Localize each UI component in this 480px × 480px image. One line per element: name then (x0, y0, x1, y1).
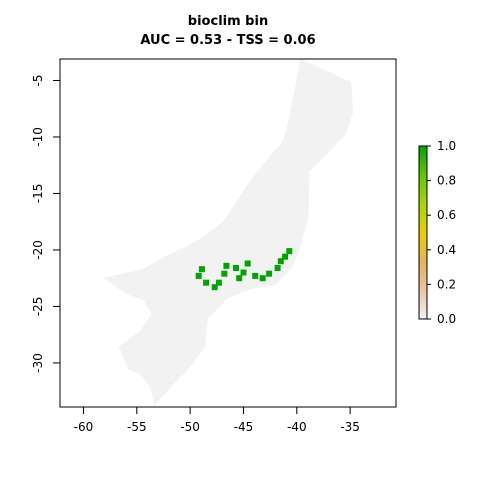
presence-cell (223, 263, 229, 269)
presence-cell (236, 275, 242, 281)
colorbar-tick-label: 0.6 (437, 208, 456, 222)
presence-cell (221, 271, 227, 277)
colorbar-tick-label: 1.0 (437, 139, 456, 153)
presence-cell (203, 280, 209, 286)
colorbar-tick-label: 0.0 (437, 312, 456, 326)
x-tick-label: -55 (127, 420, 147, 434)
y-tick-label: -20 (31, 240, 45, 260)
colorbar-tick-label: 0.2 (437, 277, 456, 291)
color-legend: 0.0 0.2 0.4 0.6 0.8 1.0 (419, 139, 456, 326)
x-tick-label: -60 (74, 420, 94, 434)
presence-cell (199, 266, 205, 272)
presence-cell (278, 258, 284, 264)
presence-cell (252, 273, 258, 279)
presence-cell (212, 284, 218, 290)
presence-cell (266, 271, 272, 277)
presence-cell (275, 265, 281, 271)
colorbar-fill (419, 146, 427, 319)
presence-cell (260, 275, 266, 281)
x-tick-label: -50 (180, 420, 200, 434)
presence-cell (245, 261, 251, 267)
y-tick-label: -30 (31, 353, 45, 373)
map-layer (106, 60, 352, 404)
region-absent (106, 60, 352, 404)
y-tick-label: -25 (31, 297, 45, 317)
y-tick-label: -5 (31, 74, 45, 86)
x-tick-label: -40 (287, 420, 307, 434)
x-tick-label: -45 (234, 420, 254, 434)
colorbar-tick-label: 0.4 (437, 243, 456, 257)
presence-cell (241, 270, 247, 276)
presence-cell (286, 248, 292, 254)
presence-cell (233, 265, 239, 271)
x-axis: -60 -55 -50 -45 -40 -35 (74, 407, 360, 434)
y-tick-label: -10 (31, 127, 45, 147)
x-tick-label: -35 (340, 420, 360, 434)
chart-title: bioclim bin (188, 14, 268, 29)
colorbar-tick-label: 0.8 (437, 174, 456, 188)
presence-cell (196, 273, 202, 279)
y-tick-label: -15 (31, 184, 45, 204)
y-axis: -5 -10 -15 -20 -25 -30 (31, 74, 60, 372)
chart-subtitle: AUC = 0.53 - TSS = 0.06 (140, 33, 315, 48)
